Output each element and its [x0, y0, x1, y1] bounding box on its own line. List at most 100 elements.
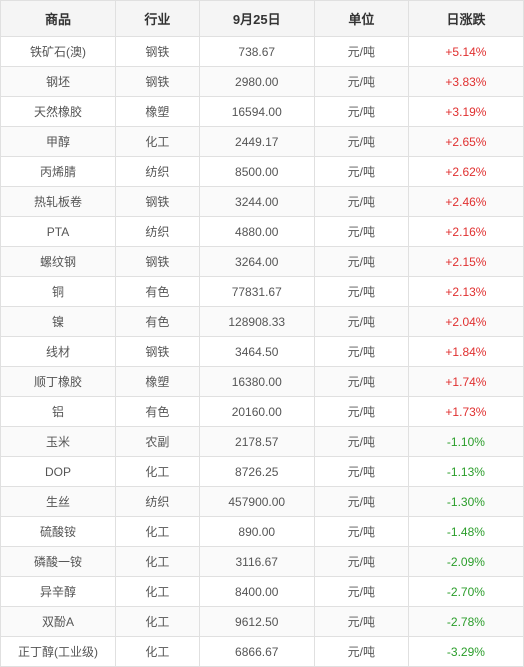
cell-unit: 元/吨: [314, 547, 408, 577]
cell-unit: 元/吨: [314, 427, 408, 457]
cell-industry: 农副: [116, 427, 200, 457]
cell-industry: 钢铁: [116, 67, 200, 97]
table-body: 铁矿石(澳)钢铁738.67元/吨+5.14%钢坯钢铁2980.00元/吨+3.…: [1, 37, 524, 667]
cell-price: 6866.67: [199, 637, 314, 667]
header-commodity: 商品: [1, 1, 116, 37]
table-row: 螺纹钢钢铁3264.00元/吨+2.15%: [1, 247, 524, 277]
cell-price: 128908.33: [199, 307, 314, 337]
cell-industry: 有色: [116, 397, 200, 427]
cell-change: +2.65%: [408, 127, 523, 157]
cell-commodity: 甲醇: [1, 127, 116, 157]
cell-commodity: PTA: [1, 217, 116, 247]
cell-industry: 有色: [116, 277, 200, 307]
cell-change: -1.48%: [408, 517, 523, 547]
cell-industry: 钢铁: [116, 37, 200, 67]
cell-industry: 化工: [116, 457, 200, 487]
cell-industry: 有色: [116, 307, 200, 337]
cell-price: 16380.00: [199, 367, 314, 397]
cell-commodity: 铁矿石(澳): [1, 37, 116, 67]
header-industry: 行业: [116, 1, 200, 37]
cell-price: 9612.50: [199, 607, 314, 637]
cell-commodity: 钢坯: [1, 67, 116, 97]
cell-price: 16594.00: [199, 97, 314, 127]
cell-industry: 钢铁: [116, 187, 200, 217]
table-row: 硫酸铵化工890.00元/吨-1.48%: [1, 517, 524, 547]
cell-change: -2.70%: [408, 577, 523, 607]
header-change: 日涨跌: [408, 1, 523, 37]
cell-change: -2.78%: [408, 607, 523, 637]
cell-unit: 元/吨: [314, 337, 408, 367]
cell-commodity: 正丁醇(工业级): [1, 637, 116, 667]
cell-commodity: 生丝: [1, 487, 116, 517]
cell-change: +3.19%: [408, 97, 523, 127]
cell-change: +2.16%: [408, 217, 523, 247]
cell-unit: 元/吨: [314, 127, 408, 157]
table-row: 铁矿石(澳)钢铁738.67元/吨+5.14%: [1, 37, 524, 67]
commodity-price-table: 商品 行业 9月25日 单位 日涨跌 铁矿石(澳)钢铁738.67元/吨+5.1…: [0, 0, 524, 667]
cell-unit: 元/吨: [314, 247, 408, 277]
cell-industry: 纺织: [116, 217, 200, 247]
cell-commodity: DOP: [1, 457, 116, 487]
cell-price: 2980.00: [199, 67, 314, 97]
cell-change: -1.13%: [408, 457, 523, 487]
cell-commodity: 铜: [1, 277, 116, 307]
cell-industry: 化工: [116, 577, 200, 607]
cell-price: 457900.00: [199, 487, 314, 517]
cell-industry: 纺织: [116, 487, 200, 517]
cell-change: +2.62%: [408, 157, 523, 187]
cell-unit: 元/吨: [314, 517, 408, 547]
cell-commodity: 镍: [1, 307, 116, 337]
cell-commodity: 玉米: [1, 427, 116, 457]
cell-change: -1.30%: [408, 487, 523, 517]
cell-unit: 元/吨: [314, 37, 408, 67]
table-row: 玉米农副2178.57元/吨-1.10%: [1, 427, 524, 457]
table-header-row: 商品 行业 9月25日 单位 日涨跌: [1, 1, 524, 37]
cell-price: 8400.00: [199, 577, 314, 607]
table-row: 生丝纺织457900.00元/吨-1.30%: [1, 487, 524, 517]
cell-change: -1.10%: [408, 427, 523, 457]
cell-change: +1.74%: [408, 367, 523, 397]
cell-change: +2.15%: [408, 247, 523, 277]
cell-unit: 元/吨: [314, 97, 408, 127]
cell-unit: 元/吨: [314, 637, 408, 667]
cell-price: 8500.00: [199, 157, 314, 187]
cell-price: 8726.25: [199, 457, 314, 487]
cell-price: 738.67: [199, 37, 314, 67]
cell-unit: 元/吨: [314, 277, 408, 307]
cell-unit: 元/吨: [314, 157, 408, 187]
table-row: 正丁醇(工业级)化工6866.67元/吨-3.29%: [1, 637, 524, 667]
cell-commodity: 线材: [1, 337, 116, 367]
table-row: PTA纺织4880.00元/吨+2.16%: [1, 217, 524, 247]
cell-unit: 元/吨: [314, 67, 408, 97]
table-row: 磷酸一铵化工3116.67元/吨-2.09%: [1, 547, 524, 577]
cell-unit: 元/吨: [314, 367, 408, 397]
cell-industry: 化工: [116, 607, 200, 637]
cell-industry: 钢铁: [116, 247, 200, 277]
cell-unit: 元/吨: [314, 607, 408, 637]
header-unit: 单位: [314, 1, 408, 37]
cell-price: 77831.67: [199, 277, 314, 307]
table-row: 异辛醇化工8400.00元/吨-2.70%: [1, 577, 524, 607]
cell-commodity: 异辛醇: [1, 577, 116, 607]
cell-price: 3244.00: [199, 187, 314, 217]
cell-industry: 化工: [116, 637, 200, 667]
cell-unit: 元/吨: [314, 307, 408, 337]
table-row: 丙烯腈纺织8500.00元/吨+2.62%: [1, 157, 524, 187]
cell-industry: 化工: [116, 517, 200, 547]
table-row: 双酚A化工9612.50元/吨-2.78%: [1, 607, 524, 637]
header-price: 9月25日: [199, 1, 314, 37]
table-row: 甲醇化工2449.17元/吨+2.65%: [1, 127, 524, 157]
table-row: DOP化工8726.25元/吨-1.13%: [1, 457, 524, 487]
table-row: 天然橡胶橡塑16594.00元/吨+3.19%: [1, 97, 524, 127]
cell-commodity: 双酚A: [1, 607, 116, 637]
cell-industry: 钢铁: [116, 337, 200, 367]
cell-price: 3264.00: [199, 247, 314, 277]
cell-price: 890.00: [199, 517, 314, 547]
cell-price: 20160.00: [199, 397, 314, 427]
cell-unit: 元/吨: [314, 487, 408, 517]
cell-commodity: 天然橡胶: [1, 97, 116, 127]
cell-commodity: 硫酸铵: [1, 517, 116, 547]
cell-unit: 元/吨: [314, 217, 408, 247]
cell-price: 2449.17: [199, 127, 314, 157]
cell-industry: 纺织: [116, 157, 200, 187]
